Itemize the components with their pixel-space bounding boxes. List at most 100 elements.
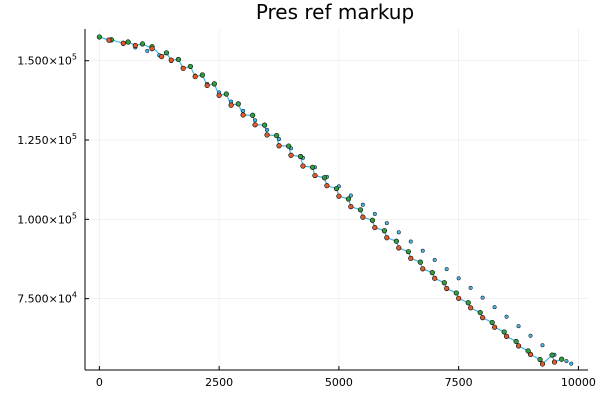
data-point	[145, 48, 150, 53]
lower-marker	[491, 324, 498, 330]
lower-marker	[360, 214, 366, 220]
marker-layer	[96, 34, 574, 367]
upper-marker	[223, 91, 229, 97]
y-tick-exponent: 5	[72, 211, 77, 220]
lower-marker	[372, 224, 378, 231]
y-tick-mantissa: 7.500×10	[17, 293, 72, 306]
upper-marker	[357, 207, 364, 213]
upper-marker	[549, 352, 555, 358]
data-point	[540, 343, 545, 348]
data-point	[384, 221, 389, 226]
x-tick-label: 2500	[205, 376, 233, 389]
y-tick-exponent: 5	[72, 53, 77, 62]
upper-marker	[441, 280, 447, 286]
data-point	[468, 285, 473, 290]
y-tick-label: 1.000×105	[17, 211, 77, 226]
data-point	[432, 257, 437, 262]
lower-marker	[300, 163, 306, 169]
series-line-layer	[99, 36, 562, 365]
lower-marker	[384, 235, 390, 241]
y-tick-label: 1.250×105	[17, 132, 77, 147]
data-point	[360, 202, 365, 207]
upper-marker	[235, 101, 241, 107]
lower-marker	[444, 285, 450, 292]
data-point	[480, 295, 485, 300]
upper-marker	[96, 34, 102, 40]
lower-marker	[503, 333, 510, 339]
y-tick-label: 7.500×104	[17, 291, 77, 306]
upper-marker	[175, 56, 182, 63]
data-point	[241, 108, 246, 113]
lower-marker	[159, 53, 165, 60]
upper-marker	[559, 356, 565, 362]
lower-marker	[408, 255, 414, 261]
upper-marker	[345, 196, 352, 202]
upper-marker	[262, 122, 268, 128]
upper-marker	[465, 300, 471, 306]
data-point	[444, 267, 449, 272]
lower-marker	[420, 266, 426, 272]
upper-marker	[501, 329, 507, 335]
lower-marker	[527, 351, 534, 358]
y-tick-label: 1.500×105	[17, 53, 77, 68]
upper-marker	[513, 338, 519, 345]
upper-marker	[297, 153, 304, 160]
y-tick-mantissa: 1.000×10	[17, 213, 72, 226]
lower-marker	[216, 92, 222, 98]
grid	[85, 29, 588, 370]
upper-marker	[211, 81, 217, 87]
lower-marker	[515, 343, 522, 349]
lower-marker	[204, 82, 210, 89]
lower-marker	[396, 245, 402, 251]
lower-marker	[312, 172, 318, 179]
upper-marker	[274, 132, 280, 139]
upper-marker	[477, 309, 483, 316]
lower-marker	[336, 193, 342, 199]
lower-marker	[539, 361, 546, 367]
data-point	[569, 361, 574, 366]
y-tick-exponent: 4	[72, 291, 77, 300]
lower-marker	[168, 57, 174, 63]
upper-marker	[489, 319, 495, 326]
lower-marker	[106, 37, 112, 43]
upper-marker	[309, 164, 316, 170]
data-point	[420, 248, 425, 253]
upper-marker	[321, 175, 328, 181]
y-tick-exponent: 5	[72, 132, 77, 141]
upper-marker	[453, 290, 459, 296]
upper-marker	[139, 41, 146, 47]
upper-marker	[537, 356, 543, 363]
axes: 0 2500 5000 7500 100007.500×1041.000×1051.25…	[17, 29, 596, 389]
lower-marker	[324, 183, 330, 189]
data-point	[492, 305, 497, 310]
data-point	[253, 118, 258, 123]
x-tick-label: 7500	[445, 376, 473, 389]
data-point	[528, 333, 533, 338]
lower-marker	[551, 359, 558, 365]
data-point	[504, 314, 509, 319]
upper-marker	[285, 143, 292, 149]
upper-marker	[187, 63, 193, 70]
lower-marker	[252, 122, 258, 128]
lower-marker	[228, 102, 234, 108]
data-point	[456, 276, 461, 281]
data-point	[276, 137, 282, 142]
lower-marker	[149, 46, 155, 52]
x-tick-label: 5000	[325, 376, 353, 389]
lower-marker	[192, 73, 198, 80]
upper-marker	[125, 39, 131, 45]
upper-marker	[333, 185, 340, 192]
lower-marker	[348, 204, 354, 210]
lower-marker	[276, 143, 282, 149]
data-point	[564, 359, 569, 364]
data-point	[264, 127, 270, 132]
lower-marker	[120, 40, 126, 46]
chart-title: Pres ref markup	[256, 0, 414, 24]
upper-marker	[417, 259, 423, 265]
upper-marker	[429, 270, 435, 276]
x-tick-label: 10000	[561, 376, 596, 389]
lower-marker	[240, 112, 246, 118]
data-point	[408, 239, 413, 244]
lower-marker	[432, 275, 438, 281]
